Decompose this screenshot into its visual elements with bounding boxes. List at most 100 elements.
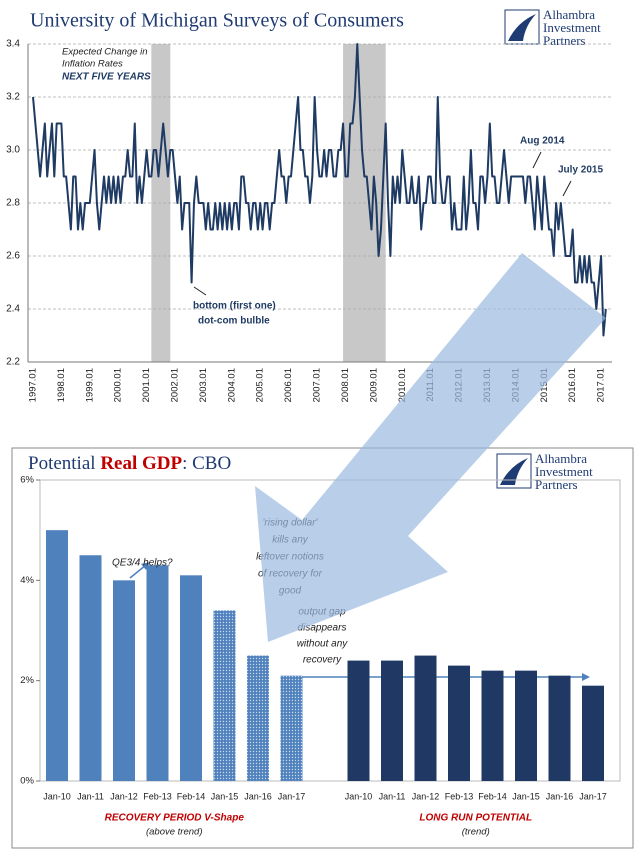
x-tick-label: Jan-15 <box>211 791 239 801</box>
logo-text: Alhambra <box>535 451 587 466</box>
annotation: disappears <box>298 623 347 634</box>
y-tick-label: 2.8 <box>6 198 20 209</box>
bar <box>347 660 370 781</box>
panel-frame <box>11 447 634 849</box>
logo-mark <box>508 14 536 41</box>
group-label: RECOVERY PERIOD V-Shape <box>105 813 245 824</box>
x-tick-label: 1997.01 <box>28 368 39 402</box>
trend-arrow-head <box>582 673 590 681</box>
x-tick-label: 2008.01 <box>340 368 351 402</box>
logo-text: Partners <box>535 477 578 492</box>
y-tick-label: 2.6 <box>6 251 20 262</box>
x-tick-label: 2001.01 <box>141 368 152 402</box>
annotation: recovery <box>303 655 342 666</box>
logos: AlhambraInvestmentPartnersAlhambraInvest… <box>496 7 601 492</box>
bar <box>414 655 437 781</box>
plot-frame <box>39 479 621 782</box>
x-tick-label: Jan-16 <box>244 791 272 801</box>
x-tick-label: 2010.01 <box>397 368 408 402</box>
y-tick-label: 4% <box>20 575 34 586</box>
bar <box>582 685 604 781</box>
title-highlight: Real GDP <box>100 453 182 474</box>
note: Inflation Rates <box>62 59 123 70</box>
x-tick-label: 2005.01 <box>255 368 266 402</box>
x-tick-label: 2000.01 <box>113 368 124 402</box>
note: NEXT FIVE YEARS <box>62 72 151 83</box>
annotation: QE3/4 helps? <box>112 558 173 569</box>
bar <box>448 665 470 781</box>
x-tick-label: Jan-10 <box>43 791 71 801</box>
series-line <box>32 43 607 337</box>
y-tick-label: 2.4 <box>6 304 20 315</box>
y-tick-label: 2% <box>20 675 34 686</box>
y-tick-label: 6% <box>20 475 34 486</box>
group-sublabel: (trend) <box>462 827 490 838</box>
annotation: without any <box>297 639 349 650</box>
x-tick-label: Feb-14 <box>177 791 206 801</box>
x-tick-label: 1999.01 <box>84 368 95 402</box>
x-tick-label: Jan-11 <box>379 791 406 801</box>
y-tick-label: 2.2 <box>6 357 20 368</box>
x-tick-label: 2009.01 <box>368 368 379 402</box>
logo-text: Alhambra <box>543 7 595 22</box>
annotation-arrow <box>532 151 542 169</box>
bar <box>481 670 504 781</box>
group-sublabel: (above trend) <box>146 827 203 838</box>
bar <box>515 670 537 781</box>
y-tick-label: 3.0 <box>6 145 20 156</box>
note: Expected Change in <box>62 47 148 58</box>
y-tick-label: 3.4 <box>6 39 20 50</box>
bar <box>180 575 202 781</box>
y-tick-label: 3.2 <box>6 92 20 103</box>
logo-text: Investment <box>535 464 593 479</box>
x-tick-label: Jan-16 <box>546 791 574 801</box>
x-tick-label: Jan-17 <box>278 791 306 801</box>
x-tick-label: 2006.01 <box>283 368 294 402</box>
x-tick-label: Jan-11 <box>77 791 104 801</box>
x-tick-label: 1998.01 <box>56 368 67 402</box>
bar <box>46 530 68 781</box>
logo-text: Investment <box>543 20 601 35</box>
bar <box>146 565 169 781</box>
y-tick-label: 0% <box>20 776 34 787</box>
chart-title: Potential Real GDP: CBO <box>28 453 231 474</box>
annotation: bottom (first one) <box>193 301 276 312</box>
x-tick-label: Jan-10 <box>345 791 373 801</box>
overlay-arrow <box>255 253 606 642</box>
x-tick-label: Feb-13 <box>445 791 474 801</box>
title-part: : CBO <box>182 453 231 474</box>
qe-arrow <box>129 564 147 579</box>
chart-title: University of Michigan Surveys of Consum… <box>30 10 404 32</box>
title-part: Potential <box>28 453 96 474</box>
bar <box>548 675 571 781</box>
bar <box>79 555 102 781</box>
qe-arrow-head <box>141 562 150 570</box>
annotation-arrow <box>562 180 572 197</box>
x-tick-label: Feb-14 <box>478 791 507 801</box>
bar <box>381 660 403 781</box>
x-tick-label: 2017.01 <box>596 368 607 402</box>
x-tick-label: 2016.01 <box>567 368 578 402</box>
x-tick-label: Feb-13 <box>143 791 172 801</box>
group-label: LONG RUN POTENTIAL <box>419 813 532 824</box>
annotation: dot-com bulble <box>198 316 270 327</box>
bar <box>247 655 269 781</box>
logo-mark <box>500 458 528 485</box>
x-tick-label: Jan-12 <box>412 791 440 801</box>
annotation-arrow <box>193 286 207 296</box>
x-tick-label: 2002.01 <box>170 368 181 402</box>
annotation: Aug 2014 <box>520 136 565 147</box>
bar <box>113 580 135 781</box>
x-tick-label: Jan-12 <box>110 791 138 801</box>
x-tick-label: Jan-17 <box>579 791 607 801</box>
bar <box>213 610 236 781</box>
logo-text: Partners <box>543 33 586 48</box>
x-tick-label: 2003.01 <box>198 368 209 402</box>
x-tick-label: 2004.01 <box>226 368 237 402</box>
annotation: July 2015 <box>558 165 603 176</box>
bar <box>280 675 303 781</box>
x-tick-label: 2007.01 <box>312 368 323 402</box>
x-tick-label: Jan-15 <box>512 791 540 801</box>
